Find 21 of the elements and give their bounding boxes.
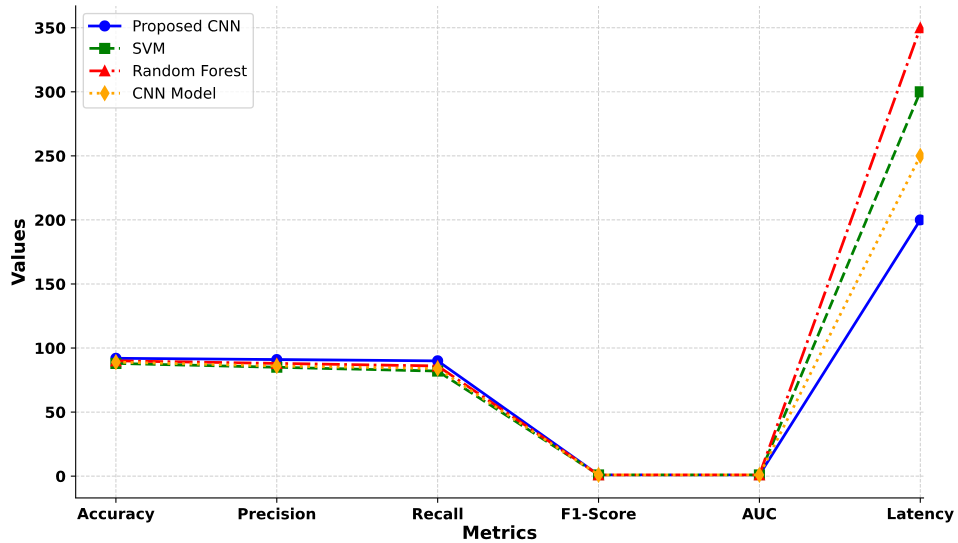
legend-label: Proposed CNN [134,20,240,35]
point [914,22,924,34]
x-axis-title: Metrics [464,525,536,540]
x-tick-label: F1-Score [562,508,636,520]
y-tick-label: 150 [36,278,66,290]
legend-label: CNN Model [133,87,216,99]
x-tick-label: Accuracy [77,508,154,522]
y-tick-label: 200 [35,214,66,226]
legend-label: SVM [133,42,164,54]
y-tick-label: 50 [46,406,66,418]
legend-label: Random Forest [134,64,247,76]
y-tick-label: 0 [56,470,66,482]
y-tick-label: 350 [35,22,66,34]
y-tick-label: 250 [35,150,66,162]
x-tick-label: Precision [238,508,316,520]
x-tick-label: Recall [413,508,462,520]
x-tick-label: Latency [888,508,954,522]
y-tick-label: 300 [35,86,66,98]
y-axis-title: Values [11,219,26,286]
x-tick-label: AUC [742,508,776,520]
y-tick-label: 100 [36,342,66,354]
